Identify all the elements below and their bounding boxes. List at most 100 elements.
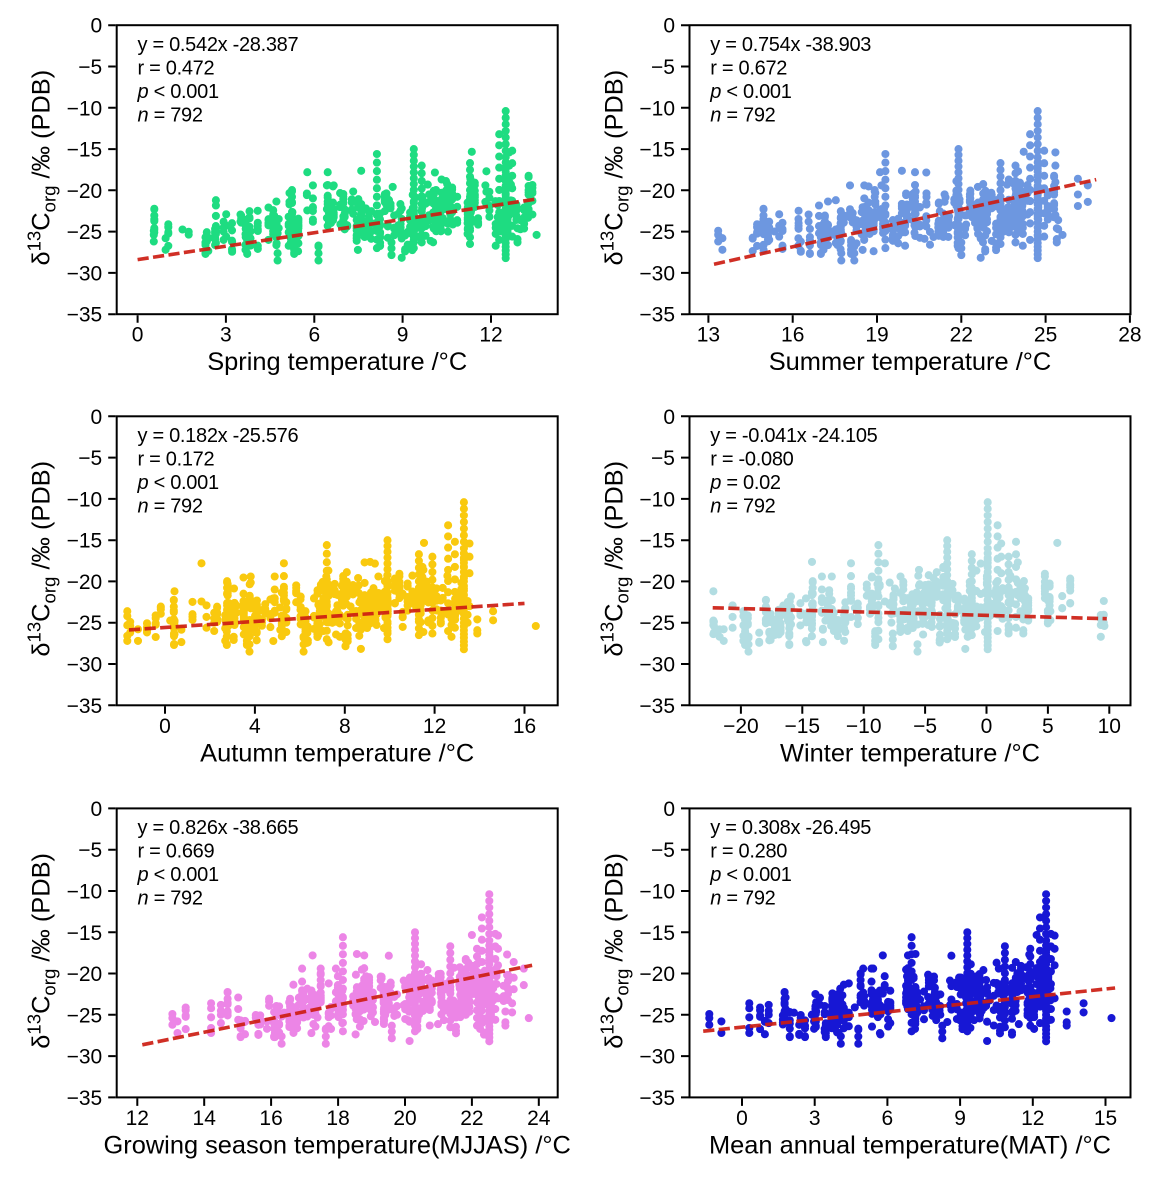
svg-text:−20: −20 (67, 180, 103, 203)
svg-text:r = 0.280: r = 0.280 (710, 841, 787, 863)
svg-text:12: 12 (423, 715, 446, 738)
svg-text:Winter temperature /°C: Winter temperature /°C (780, 739, 1040, 767)
svg-text:25: 25 (1034, 324, 1057, 347)
svg-text:−5: −5 (913, 715, 937, 738)
svg-text:−15: −15 (67, 530, 103, 553)
svg-text:p < 0.001: p < 0.001 (137, 472, 219, 494)
svg-text:−5: −5 (78, 447, 102, 470)
svg-text:δ13Corg /‰ (PDB): δ13Corg /‰ (PDB) (24, 70, 60, 266)
svg-text:−35: −35 (67, 304, 103, 327)
svg-text:−25: −25 (67, 612, 103, 635)
svg-text:19: 19 (865, 324, 888, 347)
svg-text:8: 8 (339, 715, 351, 738)
svg-text:−5: −5 (651, 839, 675, 862)
svg-text:y = 0.826x -38.665: y = 0.826x -38.665 (138, 817, 299, 839)
svg-text:r = 0.672: r = 0.672 (710, 58, 787, 80)
svg-text:12: 12 (126, 1107, 149, 1130)
svg-text:δ13Corg /‰ (PDB): δ13Corg /‰ (PDB) (597, 461, 633, 657)
svg-text:p < 0.001: p < 0.001 (137, 864, 219, 886)
svg-text:−10: −10 (639, 97, 675, 120)
svg-text:Growing season temperature(MJJ: Growing season temperature(MJJAS) /°C (104, 1131, 571, 1159)
svg-text:−10: −10 (67, 881, 103, 904)
svg-text:−20: −20 (639, 180, 675, 203)
svg-text:22: 22 (950, 324, 973, 347)
svg-text:18: 18 (326, 1107, 349, 1130)
svg-text:12: 12 (479, 324, 502, 347)
svg-text:15: 15 (1094, 1107, 1117, 1130)
svg-text:0: 0 (91, 406, 103, 429)
svg-text:n = 792: n = 792 (710, 105, 775, 127)
svg-text:14: 14 (193, 1107, 217, 1130)
svg-text:0: 0 (132, 324, 144, 347)
svg-text:12: 12 (1021, 1107, 1044, 1130)
svg-text:Mean annual temperature(MAT) /: Mean annual temperature(MAT) /°C (709, 1131, 1111, 1159)
svg-text:−25: −25 (639, 221, 675, 244)
svg-text:9: 9 (397, 324, 409, 347)
svg-text:3: 3 (809, 1107, 821, 1130)
svg-text:16: 16 (259, 1107, 282, 1130)
svg-text:16: 16 (781, 324, 804, 347)
svg-text:−5: −5 (651, 56, 675, 79)
svg-text:p < 0.001: p < 0.001 (137, 81, 219, 103)
svg-text:−20: −20 (639, 571, 675, 594)
svg-text:p < 0.001: p < 0.001 (709, 864, 791, 886)
svg-text:p = 0.02: p = 0.02 (709, 472, 781, 494)
svg-text:y = -0.041x -24.105: y = -0.041x -24.105 (710, 425, 877, 447)
svg-text:n = 792: n = 792 (710, 496, 775, 518)
svg-text:y = 0.308x -26.495: y = 0.308x -26.495 (710, 817, 871, 839)
svg-text:r = -0.080: r = -0.080 (710, 449, 793, 471)
svg-text:16: 16 (513, 715, 536, 738)
svg-text:r = 0.472: r = 0.472 (138, 58, 215, 80)
svg-text:−25: −25 (67, 221, 103, 244)
svg-text:Autumn temperature /°C: Autumn temperature /°C (200, 739, 474, 767)
svg-text:−35: −35 (639, 695, 675, 718)
svg-text:0: 0 (981, 715, 993, 738)
svg-text:n = 792: n = 792 (138, 496, 203, 518)
svg-text:−15: −15 (67, 139, 103, 162)
svg-text:0: 0 (736, 1107, 748, 1130)
svg-text:−15: −15 (639, 922, 675, 945)
svg-text:−20: −20 (67, 963, 103, 986)
svg-text:6: 6 (308, 324, 320, 347)
svg-text:n = 792: n = 792 (710, 888, 775, 910)
svg-text:−5: −5 (651, 447, 675, 470)
svg-text:−10: −10 (639, 881, 675, 904)
svg-text:−5: −5 (78, 839, 102, 862)
svg-text:−15: −15 (639, 530, 675, 553)
svg-text:0: 0 (663, 798, 675, 821)
svg-text:δ13Corg /‰ (PDB): δ13Corg /‰ (PDB) (24, 461, 60, 657)
svg-text:−15: −15 (784, 715, 820, 738)
svg-text:−20: −20 (67, 571, 103, 594)
svg-text:−10: −10 (67, 97, 103, 120)
svg-text:y = 0.542x -28.387: y = 0.542x -28.387 (138, 34, 299, 56)
svg-text:−20: −20 (639, 963, 675, 986)
svg-text:−25: −25 (639, 612, 675, 635)
svg-text:0: 0 (159, 715, 171, 738)
svg-text:28: 28 (1118, 324, 1141, 347)
svg-text:y = 0.754x -38.903: y = 0.754x -38.903 (710, 34, 871, 56)
svg-text:−30: −30 (67, 262, 103, 285)
svg-text:n = 792: n = 792 (138, 105, 203, 127)
svg-text:y = 0.182x -25.576: y = 0.182x -25.576 (138, 425, 299, 447)
svg-text:3: 3 (220, 324, 232, 347)
svg-text:−35: −35 (639, 304, 675, 327)
svg-text:9: 9 (954, 1107, 966, 1130)
svg-text:p < 0.001: p < 0.001 (709, 81, 791, 103)
svg-text:Summer temperature /°C: Summer temperature /°C (769, 348, 1051, 376)
svg-text:n = 792: n = 792 (138, 888, 203, 910)
svg-text:4: 4 (249, 715, 261, 738)
svg-text:24: 24 (527, 1107, 551, 1130)
svg-text:−10: −10 (67, 488, 103, 511)
svg-text:−30: −30 (639, 1046, 675, 1069)
svg-text:−25: −25 (67, 1004, 103, 1027)
svg-text:0: 0 (663, 15, 675, 38)
svg-text:13: 13 (697, 324, 720, 347)
svg-text:22: 22 (460, 1107, 483, 1130)
svg-text:−35: −35 (639, 1087, 675, 1110)
svg-text:Spring temperature /°C: Spring temperature /°C (207, 348, 467, 376)
svg-text:−30: −30 (67, 1046, 103, 1069)
svg-text:−25: −25 (639, 1004, 675, 1027)
svg-text:−35: −35 (67, 695, 103, 718)
svg-text:−30: −30 (639, 262, 675, 285)
svg-text:−10: −10 (639, 488, 675, 511)
